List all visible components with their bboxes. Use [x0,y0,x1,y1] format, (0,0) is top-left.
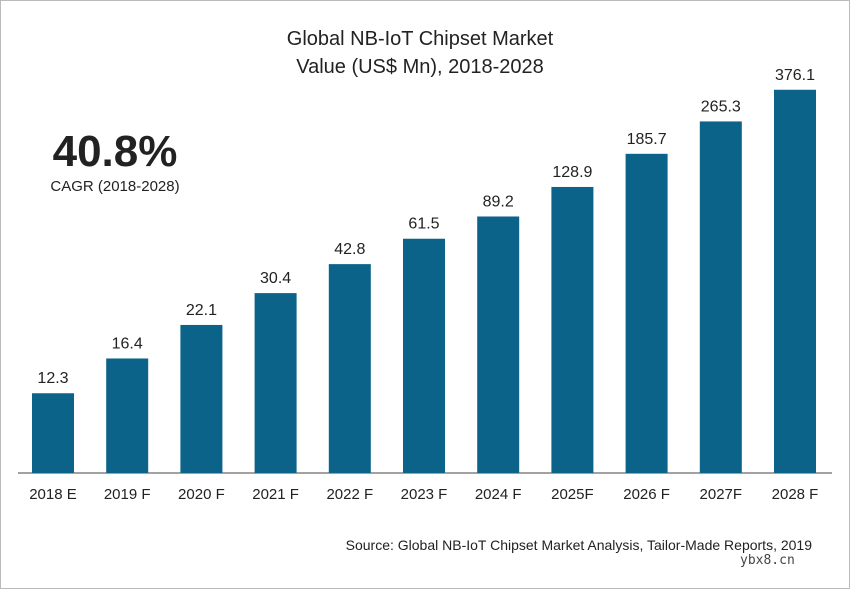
chart-title-line-1: Global NB-IoT Chipset Market [286,28,554,50]
x-tick-label: 2021 F [252,486,299,503]
x-tick-label: 2028 F [772,486,819,503]
watermark: ybx8.cn [740,553,795,568]
data-label: 89.2 [483,193,514,210]
x-tick-label: 2024 F [475,486,522,503]
x-tick-label: 2025F [551,486,594,503]
x-tick-label: 2022 F [326,486,373,503]
data-label: 128.9 [552,164,592,181]
bar [254,293,297,473]
data-label: 61.5 [408,216,439,233]
data-label: 185.7 [627,131,667,148]
data-label: 12.3 [37,370,68,387]
source-note: Source: Global NB-IoT Chipset Market Ana… [345,537,812,553]
bar [699,121,742,474]
chart-title-line-2: Value (US$ Mn), 2018-2028 [296,56,544,78]
x-tick-label: 2027F [700,486,743,503]
data-label: 376.1 [775,67,815,84]
bar [403,238,445,473]
x-tick-label: 2019 F [104,486,151,503]
x-tick-label: 2020 F [178,486,225,503]
cagr-value: 40.8% [52,127,178,176]
bar [106,358,149,473]
data-label: 42.8 [334,241,365,258]
data-label: 16.4 [112,335,143,352]
x-tick-label: 2018 E [29,486,77,503]
bar [32,393,74,473]
cagr-annotation: 40.8% CAGR (2018-2028) [40,126,190,195]
data-label: 265.3 [701,98,741,115]
cagr-label: CAGR (2018-2028) [50,178,180,195]
bar [551,186,594,473]
bar [328,264,371,473]
bar [180,324,223,473]
x-tick-label: 2026 F [623,486,670,503]
bar [477,216,520,473]
bar [625,153,668,474]
bar [774,89,816,474]
x-tick-label: 2023 F [401,486,448,503]
data-label: 22.1 [186,302,217,319]
data-label: 30.4 [260,270,291,287]
